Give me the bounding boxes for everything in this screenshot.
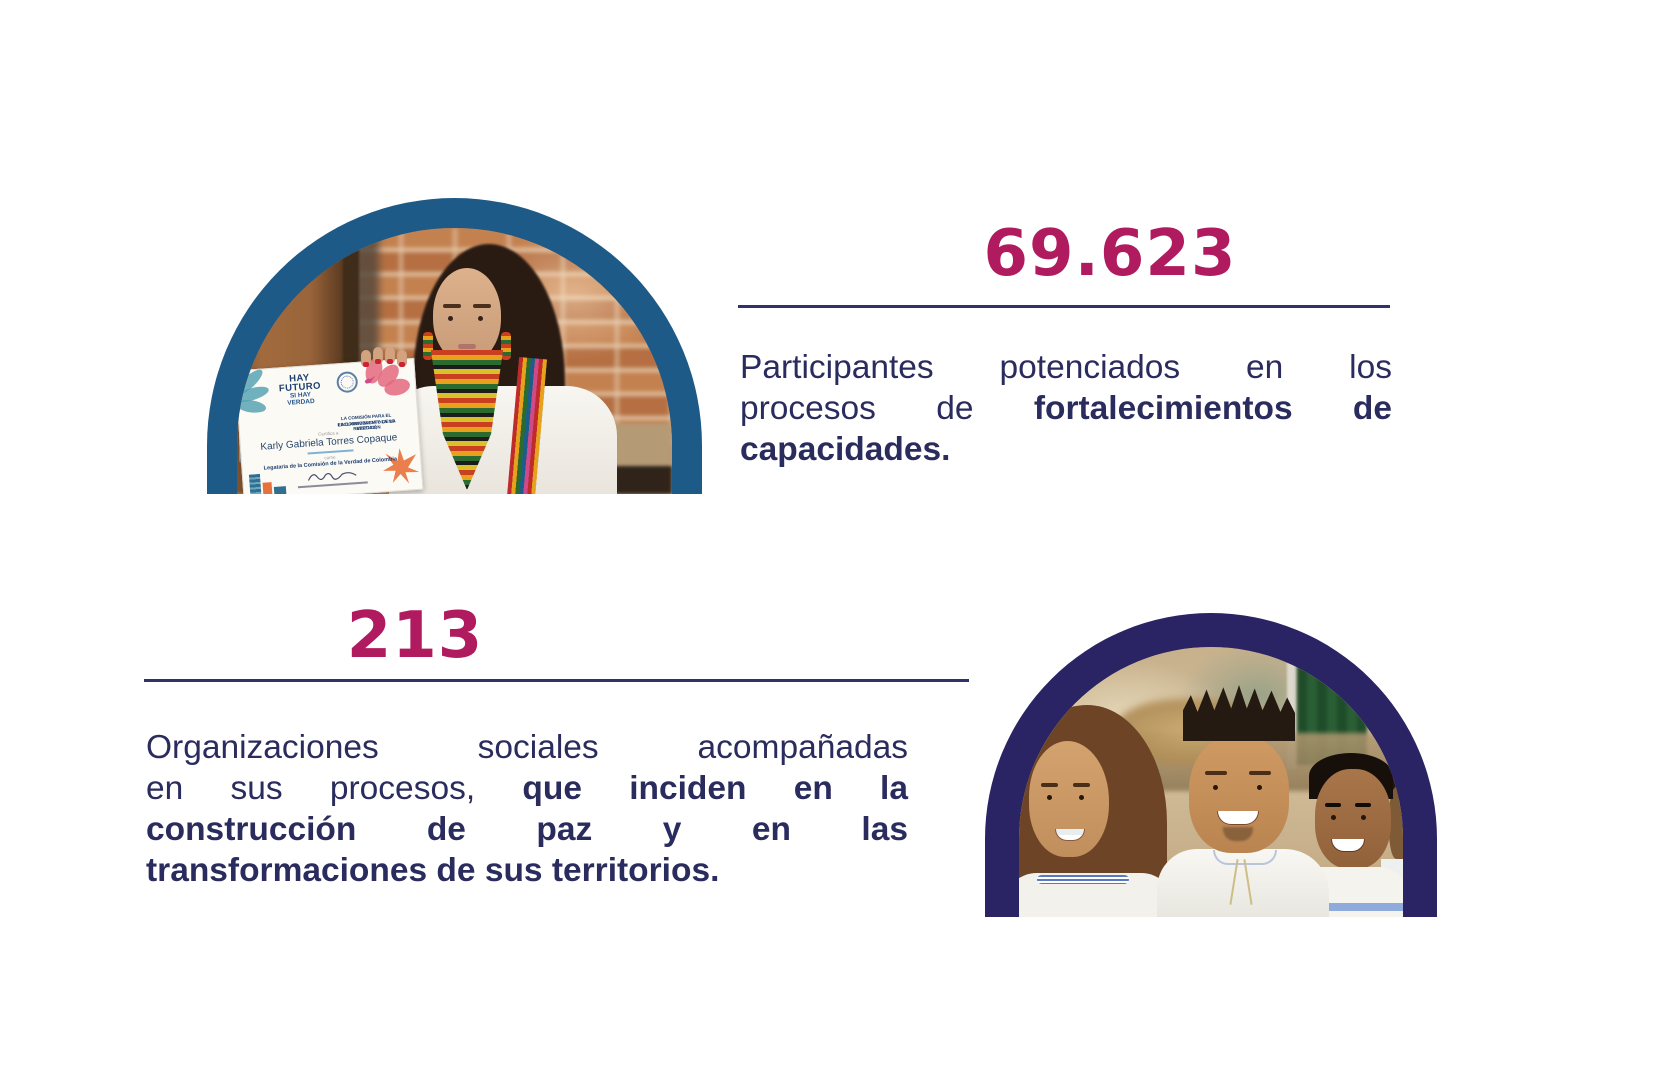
stat-text-bold: construcción de paz y en las: [146, 811, 908, 848]
stat-text-regular: Participantes potenciados en los: [740, 349, 1392, 386]
photo-youth-group-image: [1019, 647, 1403, 917]
man-white-shirt: [1157, 849, 1329, 917]
stat-text-line: capacidades.: [740, 429, 1392, 470]
stat-text-line: Organizaciones sociales acompañadas: [146, 727, 908, 768]
boy-eyebrow-left: [1325, 803, 1341, 807]
red-fingernail: [375, 359, 381, 364]
stat-text-regular: en sus procesos,: [146, 770, 523, 807]
stat-text-bold: fortalecimientos de: [1033, 390, 1392, 427]
stat-text-bold: que inciden en la: [522, 770, 908, 807]
holding-hand-finger: [397, 350, 407, 367]
certificate-slogan: HAY FUTURO SI HAY VERDAD: [266, 372, 334, 409]
woman-eyebrow-right: [473, 304, 491, 308]
woman-white-top: [389, 386, 617, 494]
woman-eye-right: [478, 316, 483, 321]
beaded-earring-right: [501, 332, 511, 360]
hummingbird-icon: [364, 375, 376, 384]
stat-text-line: construcción de paz y en las: [146, 809, 908, 850]
girl-eyebrow-right: [1073, 783, 1090, 787]
holding-hand-finger: [373, 347, 383, 364]
photo-woman-certificate-image: HAY FUTURO SI HAY VERDAD LA COMISIÓN PAR…: [237, 228, 672, 494]
boy-eye-right: [1361, 815, 1366, 820]
city-building-icon: [248, 473, 262, 494]
city-building-icon: [273, 486, 287, 494]
photo-woman-certificate: HAY FUTURO SI HAY VERDAD LA COMISIÓN PAR…: [207, 198, 702, 494]
man-eye-right: [1257, 785, 1262, 790]
stat-text-regular: procesos de: [740, 390, 1034, 427]
stat-text-line: transformaciones de sus territorios.: [146, 850, 908, 891]
holding-hand-finger: [361, 350, 371, 367]
fourth-person-face: [1389, 787, 1403, 859]
man-face: [1189, 735, 1289, 853]
photo-youth-group: [985, 613, 1437, 917]
stat-text-bold: transformaciones de sus territorios.: [146, 852, 720, 889]
man-eyebrow-right: [1249, 771, 1271, 775]
girl-shirt-collar: [1037, 875, 1129, 884]
boy-shirt-blue-stripe: [1299, 903, 1403, 911]
stat-text-line: Participantes potenciados en los: [740, 347, 1392, 388]
city-building-icon: [262, 482, 273, 494]
divider-line-top: [738, 305, 1390, 308]
divider-line-bottom: [144, 679, 969, 682]
man-eyebrow-left: [1205, 771, 1227, 775]
girl-eye-right: [1079, 795, 1084, 800]
girl-eye-left: [1047, 795, 1052, 800]
woman-lips: [458, 344, 476, 349]
stat-text-line: procesos de fortalecimientos de: [740, 388, 1392, 429]
beaded-earring-left: [423, 332, 433, 360]
stat-value-organizations: 213: [346, 599, 484, 673]
red-fingernail: [387, 359, 393, 364]
red-fingernail: [363, 362, 369, 367]
stat-value-participants: 69.623: [983, 217, 1237, 291]
boy-eye-left: [1331, 815, 1336, 820]
man-eye-left: [1213, 785, 1218, 790]
stat-description-participants: Participantes potenciados en los proceso…: [740, 347, 1392, 470]
man-goatee: [1223, 827, 1253, 841]
red-fingernail: [399, 362, 405, 367]
boy-eyebrow-right: [1355, 803, 1371, 807]
stat-description-organizations: Organizaciones sociales acompañadas en s…: [146, 727, 908, 891]
signature: [307, 472, 357, 481]
certificate: HAY FUTURO SI HAY VERDAD LA COMISIÓN PAR…: [237, 356, 424, 494]
boy-face: [1315, 769, 1391, 869]
girl-eyebrow-left: [1041, 783, 1058, 787]
holding-hand-finger: [385, 347, 395, 364]
truth-commission-seal-icon: [335, 370, 359, 394]
stat-text-bold: capacidades.: [740, 431, 951, 468]
leaf-decoration-icon: [237, 398, 267, 415]
woman-eyebrow-left: [443, 304, 461, 308]
stat-text-line: en sus procesos, que inciden en la: [146, 768, 908, 809]
woman-eye-left: [448, 316, 453, 321]
commission-name: LA COMISIÓN PARA EL ESCLARECIMIENTO DE L…: [249, 412, 405, 432]
stat-text-regular: Organizaciones sociales acompañadas: [146, 729, 908, 766]
